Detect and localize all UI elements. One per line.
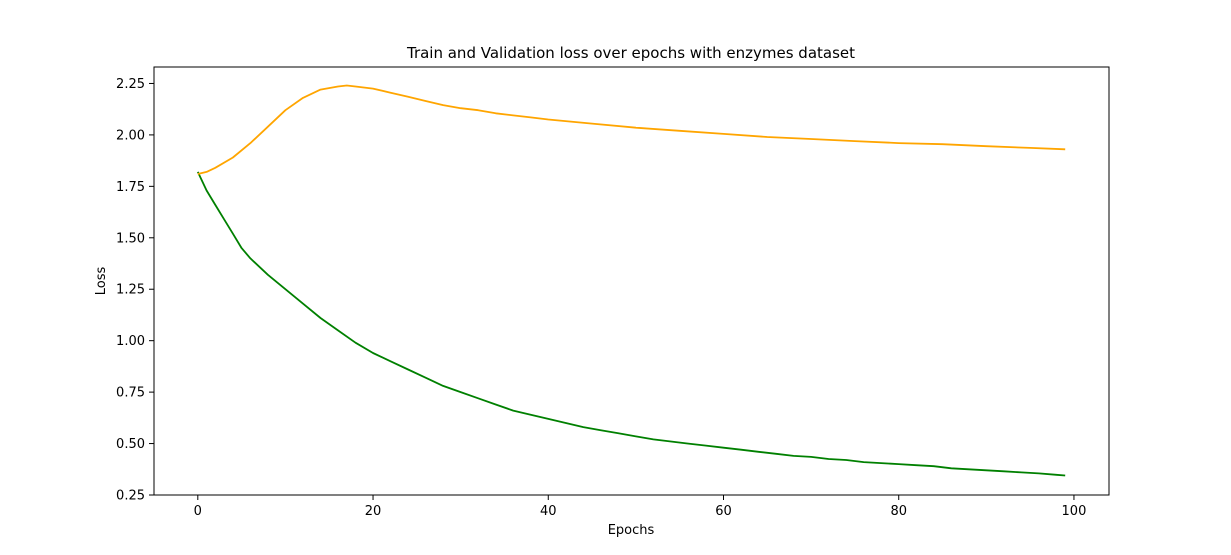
x-tick-label: 20 bbox=[365, 504, 382, 519]
y-axis: 0.25 0.50 0.75 1.00 1.25 1.50 1.75 2.00 2.25 bbox=[116, 77, 154, 504]
x-tick-label: 0 bbox=[194, 504, 202, 519]
series-layer bbox=[196, 84, 1066, 477]
y-axis-label: Loss bbox=[94, 267, 109, 296]
x-axis: 0 20 40 60 80 100 bbox=[194, 495, 1087, 519]
y-tick-label: 0.25 bbox=[116, 489, 145, 504]
y-tick-label: 0.75 bbox=[116, 386, 145, 401]
x-tick-label: 60 bbox=[715, 504, 732, 519]
series-line-1 bbox=[197, 84, 1066, 175]
y-tick-label: 0.50 bbox=[116, 437, 145, 452]
y-tick-label: 1.25 bbox=[116, 283, 145, 298]
y-tick-label: 1.75 bbox=[116, 180, 145, 195]
x-tick-label: 40 bbox=[540, 504, 557, 519]
y-tick-label: 2.00 bbox=[116, 128, 145, 143]
series-line-0 bbox=[196, 171, 1066, 477]
y-tick-label: 1.00 bbox=[116, 334, 145, 349]
plot-area bbox=[153, 66, 1110, 496]
y-tick-label: 2.25 bbox=[116, 77, 145, 92]
x-tick-label: 100 bbox=[1062, 504, 1087, 519]
chart-title: Train and Validation loss over epochs wi… bbox=[406, 44, 855, 62]
x-tick-label: 80 bbox=[890, 504, 907, 519]
x-axis-label: Epochs bbox=[608, 523, 655, 538]
y-tick-label: 1.50 bbox=[116, 231, 145, 246]
